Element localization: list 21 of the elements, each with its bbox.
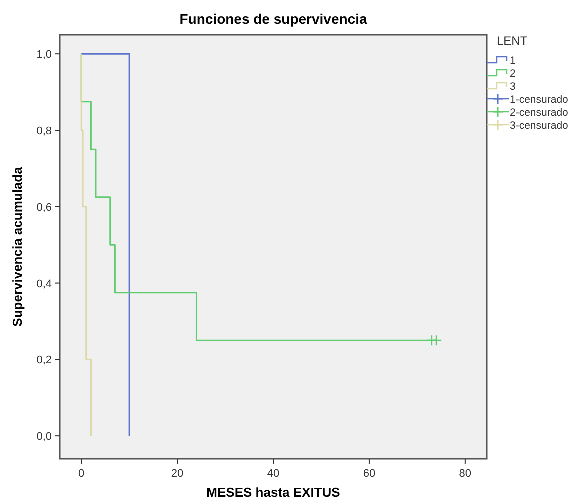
legend-label: 2: [510, 68, 516, 80]
y-tick-label: 0,2: [36, 354, 52, 367]
x-tick-label: 60: [363, 468, 376, 480]
y-tick-label: 0,8: [36, 125, 52, 138]
chart-title: Funciones de supervivencia: [180, 11, 368, 27]
legend-label: 3: [510, 81, 516, 93]
legend-label: 3-censurado: [510, 120, 569, 132]
x-tick-label: 40: [267, 468, 280, 480]
y-tick-label: 0,6: [36, 202, 52, 214]
legend-label: 1-censurado: [510, 94, 569, 106]
y-tick-label: 1,0: [36, 49, 52, 62]
y-axis-title: Supervivencia acumulada: [10, 166, 25, 327]
x-tick-label: 20: [171, 468, 184, 480]
x-axis-title: MESES hasta EXITUS: [206, 485, 341, 500]
x-tick-label: 0: [78, 468, 85, 480]
x-tick-label: 80: [459, 468, 472, 480]
legend-label: 1: [510, 55, 516, 67]
y-tick-label: 0,4: [36, 278, 52, 290]
legend-label: 2-censurado: [510, 107, 569, 119]
legend-title: LENT: [497, 34, 528, 48]
y-tick-label: 0,0: [36, 431, 52, 444]
